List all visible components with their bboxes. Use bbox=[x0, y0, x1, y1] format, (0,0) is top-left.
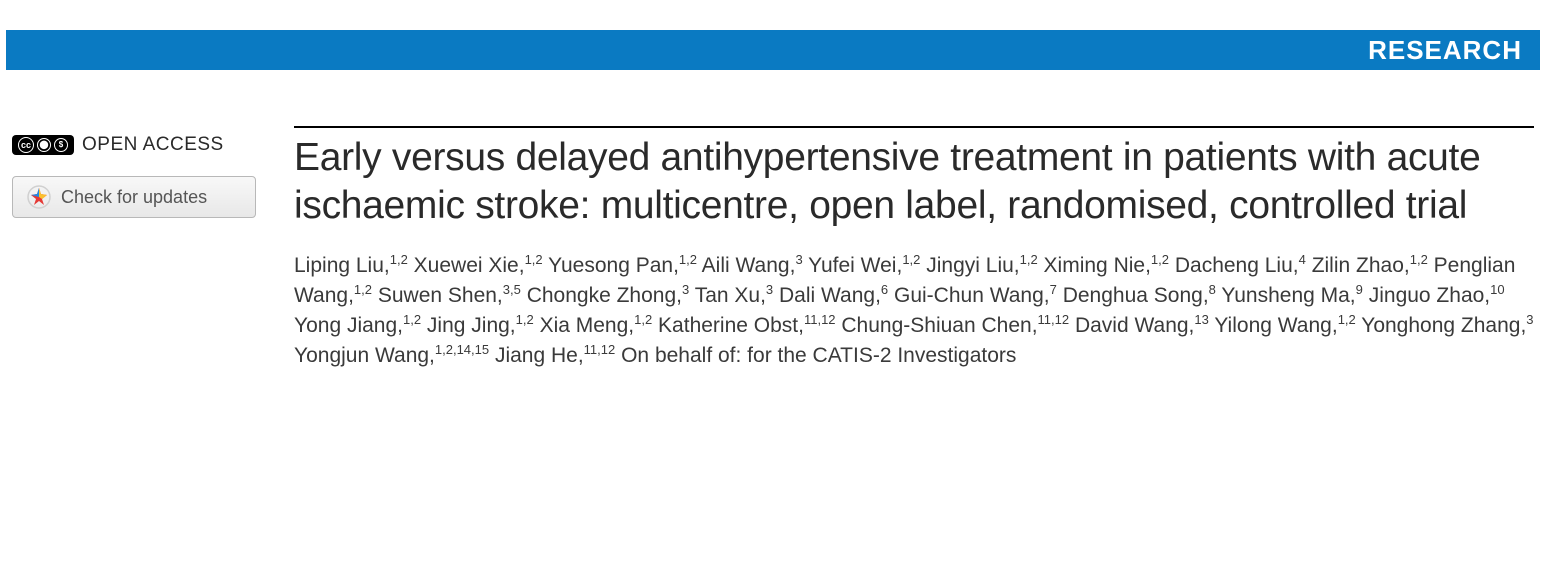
author-name: Chongke Zhong, bbox=[527, 284, 682, 307]
author-affiliation: 13 bbox=[1194, 312, 1208, 327]
author-name: Jingyi Liu, bbox=[926, 254, 1019, 277]
author-affiliation: 1,2 bbox=[354, 282, 372, 297]
author-affiliation: 1,2 bbox=[902, 252, 920, 267]
author-name: Dali Wang, bbox=[779, 284, 881, 307]
author-name: Yongjun Wang, bbox=[294, 344, 435, 367]
author-name: Jiang He, bbox=[495, 344, 584, 367]
cc-by-icon: ⬤ bbox=[37, 138, 51, 152]
author-name: David Wang, bbox=[1075, 314, 1194, 337]
section-label: RESEARCH bbox=[1368, 35, 1522, 66]
authors-list: Liping Liu,1,2 Xuewei Xie,1,2 Yuesong Pa… bbox=[294, 251, 1534, 370]
updates-button-label: Check for updates bbox=[61, 187, 207, 208]
author-affiliation: 3 bbox=[795, 252, 802, 267]
author-name: Xuewei Xie, bbox=[414, 254, 525, 277]
author-affiliation: 1,2,14,15 bbox=[435, 342, 489, 357]
check-for-updates-button[interactable]: Check for updates bbox=[12, 176, 256, 218]
author-affiliation: 7 bbox=[1050, 282, 1057, 297]
cc-icon: cc bbox=[18, 137, 34, 153]
author-affiliation: 1,2 bbox=[403, 312, 421, 327]
on-behalf-text: On behalf of: for the CATIS-2 Investigat… bbox=[621, 344, 1016, 367]
author-name: Yunsheng Ma, bbox=[1221, 284, 1355, 307]
article-title: Early versus delayed antihypertensive tr… bbox=[294, 134, 1534, 229]
author-name: Yilong Wang, bbox=[1214, 314, 1337, 337]
author-affiliation: 3,5 bbox=[503, 282, 521, 297]
author-name: Dacheng Liu, bbox=[1175, 254, 1299, 277]
section-banner: RESEARCH bbox=[6, 30, 1540, 70]
author-affiliation: 1,2 bbox=[634, 312, 652, 327]
author-affiliation: 11,12 bbox=[1038, 312, 1070, 327]
author-name: Yong Jiang, bbox=[294, 314, 403, 337]
left-sidebar: cc ⬤ $ OPEN ACCESS Check for updates bbox=[12, 126, 294, 370]
author-name: Ximing Nie, bbox=[1044, 254, 1151, 277]
author-affiliation: 11,12 bbox=[804, 312, 836, 327]
author-name: Jing Jing, bbox=[427, 314, 516, 337]
author-affiliation: 1,2 bbox=[1020, 252, 1038, 267]
author-affiliation: 1,2 bbox=[390, 252, 408, 267]
author-name: Liping Liu, bbox=[294, 254, 390, 277]
author-affiliation: 11,12 bbox=[584, 342, 616, 357]
author-name: Xia Meng, bbox=[540, 314, 635, 337]
author-affiliation: 3 bbox=[766, 282, 773, 297]
author-affiliation: 3 bbox=[1526, 312, 1533, 327]
author-name: Yuesong Pan, bbox=[548, 254, 679, 277]
author-name: Yufei Wei, bbox=[808, 254, 902, 277]
author-name: Aili Wang, bbox=[702, 254, 796, 277]
author-name: Yonghong Zhang, bbox=[1361, 314, 1526, 337]
author-name: Jinguo Zhao, bbox=[1369, 284, 1490, 307]
author-name: Suwen Shen, bbox=[378, 284, 503, 307]
content-area: cc ⬤ $ OPEN ACCESS Check for updates Ear… bbox=[0, 126, 1546, 370]
author-affiliation: 1,2 bbox=[1410, 252, 1428, 267]
author-affiliation: 1,2 bbox=[1151, 252, 1169, 267]
author-name: Katherine Obst, bbox=[658, 314, 804, 337]
author-affiliation: 3 bbox=[682, 282, 689, 297]
author-affiliation: 9 bbox=[1356, 282, 1363, 297]
cc-nc-icon: $ bbox=[54, 138, 68, 152]
cc-license-badge-icon: cc ⬤ $ bbox=[12, 135, 74, 155]
open-access-label: OPEN ACCESS bbox=[82, 134, 224, 156]
author-name: Zilin Zhao, bbox=[1312, 254, 1410, 277]
author-name: Chung-Shiuan Chen, bbox=[841, 314, 1037, 337]
crossmark-icon bbox=[27, 185, 51, 209]
author-name: Gui-Chun Wang, bbox=[894, 284, 1050, 307]
author-affiliation: 4 bbox=[1299, 252, 1306, 267]
open-access-row: cc ⬤ $ OPEN ACCESS bbox=[12, 134, 276, 156]
author-name: Tan Xu, bbox=[695, 284, 766, 307]
author-affiliation: 6 bbox=[881, 282, 888, 297]
author-affiliation: 1,2 bbox=[1338, 312, 1356, 327]
author-affiliation: 1,2 bbox=[516, 312, 534, 327]
author-affiliation: 8 bbox=[1209, 282, 1216, 297]
author-affiliation: 1,2 bbox=[525, 252, 543, 267]
author-affiliation: 1,2 bbox=[679, 252, 697, 267]
author-name: Denghua Song, bbox=[1063, 284, 1209, 307]
article-header: Early versus delayed antihypertensive tr… bbox=[294, 126, 1534, 370]
author-affiliation: 10 bbox=[1490, 282, 1504, 297]
